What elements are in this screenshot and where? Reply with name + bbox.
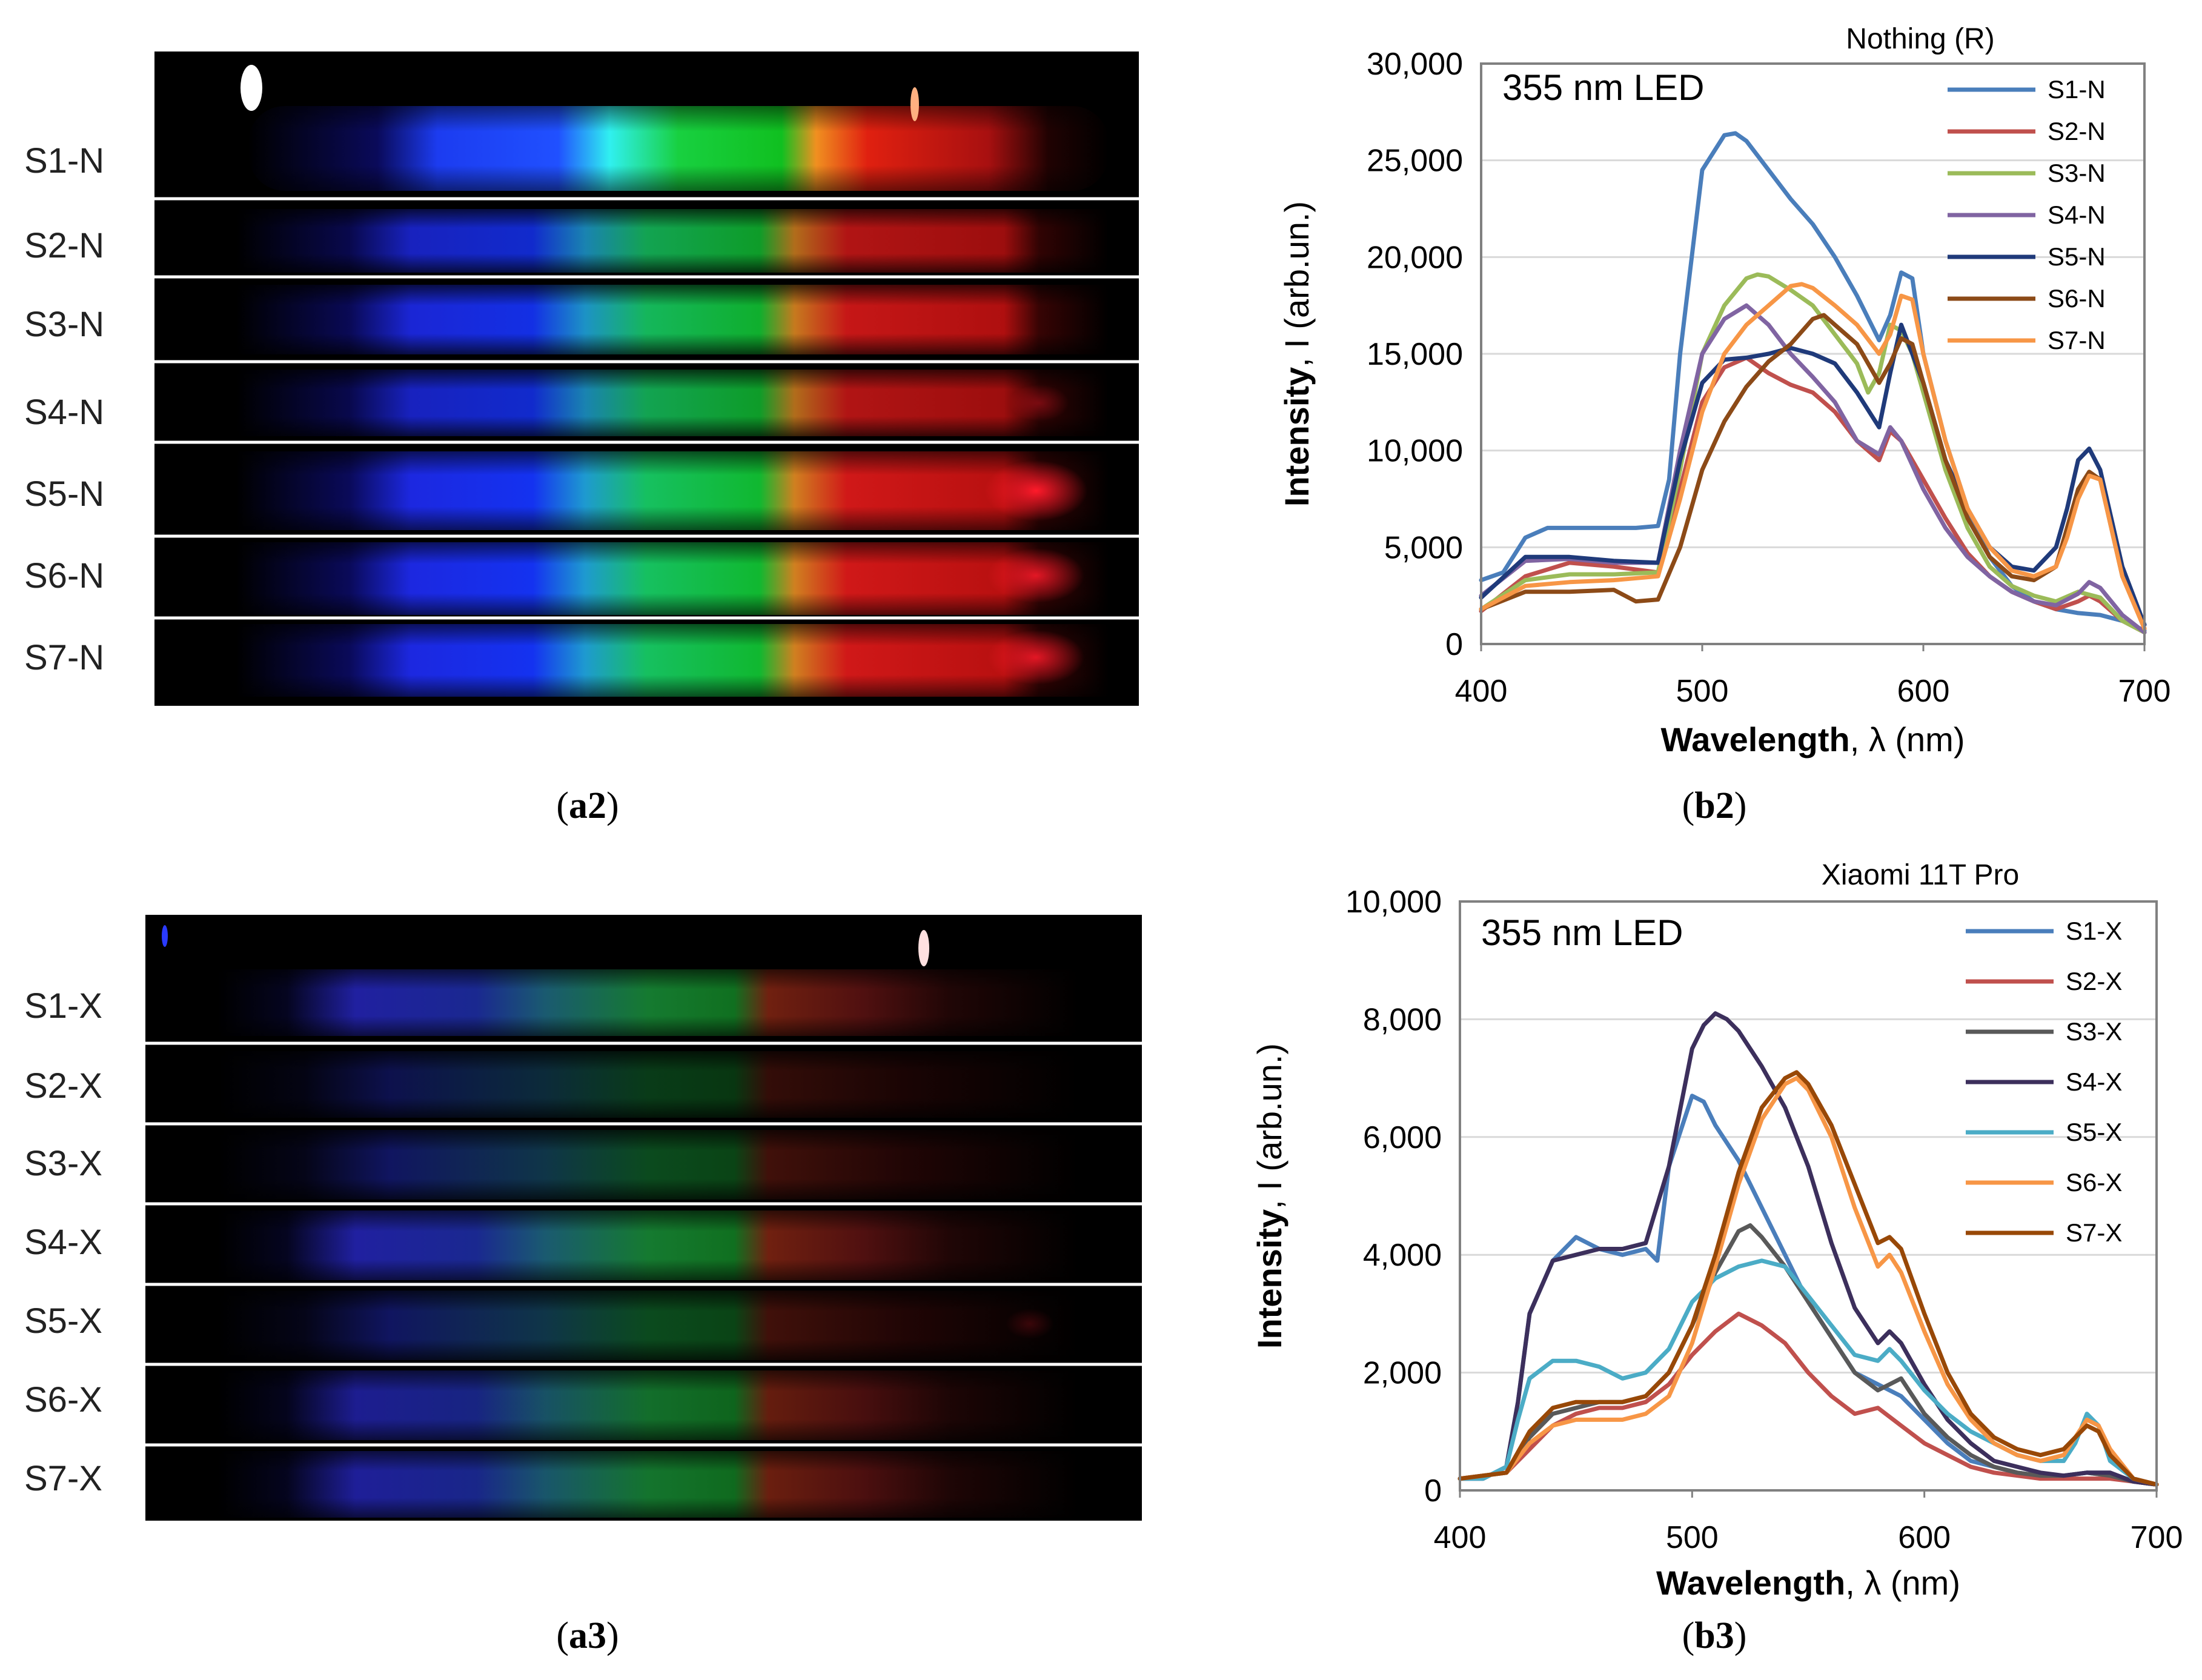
spectrum-strip-s1-n [154, 51, 1139, 197]
caption-a2: (a2) [556, 785, 618, 826]
y-tick-label: 15,000 [1367, 337, 1463, 372]
row-label: S5-N [24, 474, 104, 514]
chart-b3: 0 2,000 4,000 6,000 8,000 10,000 400 500 600 700 S… [1250, 859, 2183, 1602]
series-line-s2-x [1457, 1311, 2159, 1487]
series-line-s5-n [1479, 322, 2147, 627]
chart-title: Nothing (R) [1846, 23, 1994, 55]
spectrum-strip-s7-x [218, 1451, 1078, 1518]
series-line-s5-x [1457, 1258, 2159, 1487]
y-tick-label: 30,000 [1367, 47, 1463, 82]
legend-label: S3-N [2048, 159, 2106, 187]
x-axis-label: Wavelength, λ (nm) [1656, 1564, 1960, 1602]
y-tick-label: 10,000 [1345, 885, 1442, 920]
x-tick-label: 700 [2131, 1520, 2183, 1555]
legend-label: S1-X [2066, 917, 2122, 945]
legend-label: S3-X [2066, 1017, 2122, 1046]
x-tick-label: 700 [2118, 674, 2171, 709]
y-axis-label: Intensity, I (arb.un.) [1250, 1043, 1288, 1349]
y-tick-label: 5,000 [1384, 530, 1463, 565]
spectrum-strip-s3-x [218, 1130, 1078, 1200]
legend-label: S2-X [2066, 967, 2122, 995]
plot-area [1460, 901, 2157, 1490]
spectrum-strip-s3-n [236, 285, 1109, 354]
x-axis-label: Wavelength, λ (nm) [1661, 720, 1965, 759]
x-tick-label: 500 [1676, 674, 1729, 709]
legend-label: S2-N [2048, 117, 2106, 145]
row-label: S1-N [24, 141, 104, 181]
panel-captions: (a2) (b2) (a3) (b3) [556, 785, 1746, 1656]
chart-title: Xiaomi 11T Pro [1822, 859, 2019, 891]
row-label: S4-N [24, 393, 104, 432]
spectrum-strip-s4-x [218, 1210, 1078, 1280]
row-label: S6-N [24, 556, 104, 596]
y-tick-label: 8,000 [1363, 1002, 1442, 1037]
legend-label: S1-N [2048, 75, 2106, 104]
y-tick-label: 2,000 [1363, 1356, 1442, 1391]
y-tick-label: 6,000 [1363, 1120, 1442, 1155]
x-tick-label: 400 [1434, 1520, 1487, 1555]
spectrum-strip-s5-x [218, 1290, 1078, 1360]
caption-a3: (a3) [556, 1615, 618, 1656]
row-label: S2-X [24, 1066, 102, 1106]
spectrum-strip-s4-n [236, 370, 1109, 436]
y-tick-label: 0 [1445, 627, 1463, 662]
chart-annotation: 355 nm LED [1502, 67, 1705, 108]
row-label: S3-N [24, 305, 104, 344]
x-tick-label: 600 [1898, 1520, 1951, 1555]
row-label: S4-X [24, 1223, 102, 1262]
spectrum-strip-s1-x [162, 925, 1078, 1036]
spectra-photo-a2 [154, 51, 1139, 706]
series-line-s4-x [1457, 1011, 2159, 1487]
legend-label: S5-X [2066, 1118, 2122, 1146]
spectrum-strip-s6-n [236, 542, 1109, 615]
row-label: S7-X [24, 1459, 102, 1498]
legend-label: S7-X [2066, 1218, 2122, 1247]
y-tick-label: 0 [1424, 1473, 1442, 1509]
laser-spot-marker [918, 930, 929, 966]
legend-label: S5-N [2048, 242, 2106, 271]
row-label: S1-X [24, 986, 102, 1026]
laser-spot-marker [240, 65, 262, 111]
row-label: S7-N [24, 638, 104, 677]
spectrum-strip-s2-n [236, 209, 1109, 273]
row-label: S3-X [24, 1144, 102, 1183]
legend-label: S7-N [2048, 326, 2106, 354]
legend-label: S6-N [2048, 284, 2106, 313]
y-tick-label: 25,000 [1367, 144, 1463, 179]
chart-annotation: 355 nm LED [1481, 912, 1683, 953]
legend-label: S4-X [2066, 1067, 2122, 1096]
laser-spot-marker [162, 925, 168, 947]
spectrum-strip-s6-x [218, 1370, 1078, 1440]
spectrum-strip-s2-x [218, 1051, 1078, 1118]
plot-frame [1459, 900, 2158, 1492]
chart-b2: 0 5,000 10,000 15,000 20,000 25,000 30,000 400 5… [1278, 23, 2170, 759]
y-axis-label: Intensity, I (arb.un.) [1278, 201, 1316, 506]
caption-b3: (b3) [1682, 1615, 1747, 1656]
series-line-s7-n [1479, 282, 2147, 631]
row-label: S5-X [24, 1301, 102, 1341]
x-tick-label: 500 [1666, 1520, 1719, 1555]
legend-label: S4-N [2048, 201, 2106, 229]
laser-spot-marker [910, 87, 919, 121]
series-line-s2-n [1479, 355, 2147, 635]
spectrum-strip-s7-n [236, 624, 1109, 697]
legend-label: S6-X [2066, 1168, 2122, 1197]
row-label: S6-X [24, 1380, 102, 1419]
row-label: S2-N [24, 226, 104, 265]
y-tick-label: 4,000 [1363, 1238, 1442, 1273]
x-tick-label: 600 [1897, 674, 1950, 709]
plot-frame [1480, 62, 2146, 645]
spectra-photo-a3 [145, 915, 1142, 1521]
row-labels-a3: S1-X S2-X S3-X S4-X S5-X S6-X S7-X [24, 986, 102, 1498]
caption-b2: (b2) [1682, 785, 1747, 826]
series-line-s7-x [1457, 1070, 2159, 1487]
x-tick-label: 400 [1455, 674, 1508, 709]
y-tick-label: 10,000 [1367, 434, 1463, 469]
row-labels-a2: S1-N S2-N S3-N S4-N S5-N S6-N S7-N [24, 141, 104, 677]
spectrum-strip-s5-n [236, 451, 1109, 530]
y-tick-label: 20,000 [1367, 240, 1463, 275]
